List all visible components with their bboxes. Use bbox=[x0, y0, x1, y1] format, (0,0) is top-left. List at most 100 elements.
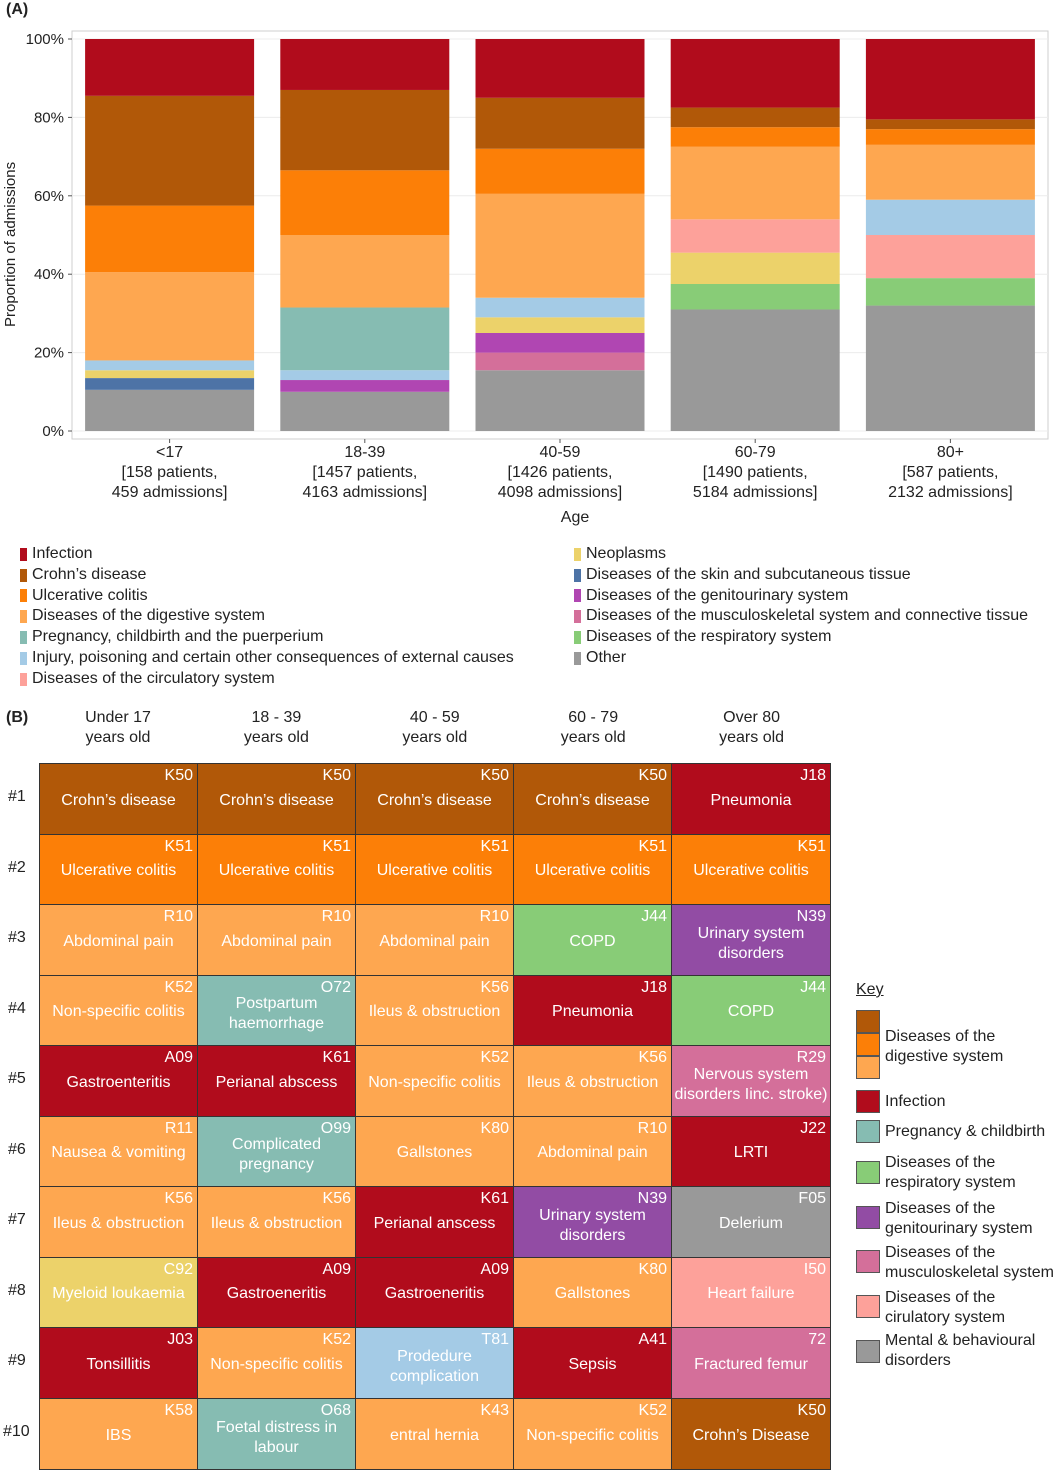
diagnosis-cell: K50 Crohn’s disease bbox=[514, 764, 672, 835]
key-label: Diseases of the genitourinary system bbox=[885, 1200, 1033, 1237]
key-label: Pregnancy & childbirth bbox=[885, 1123, 1046, 1140]
bar-segment bbox=[85, 205, 255, 273]
bar-segment bbox=[280, 39, 450, 90]
diagnosis-cell: 72 Fractured femur bbox=[672, 1328, 830, 1399]
row-rank: #10 bbox=[3, 1422, 30, 1440]
diagnosis-name: Ileus & obstruction bbox=[52, 1214, 185, 1232]
diagnosis-name: Nervous system disorders Iinc. stroke) bbox=[674, 1065, 828, 1103]
bar-segment bbox=[280, 391, 450, 431]
diagnosis-name: entral hernia bbox=[390, 1426, 479, 1444]
key-swatch bbox=[856, 1295, 880, 1318]
row-rank: #2 bbox=[8, 858, 26, 876]
diagnosis-cell: K56 Ileus & obstruction bbox=[198, 1187, 356, 1258]
key-swatch bbox=[856, 1120, 880, 1143]
diagnosis-name: Prodedure complication bbox=[390, 1347, 479, 1385]
key-label: Diseases of the digestive system bbox=[885, 1028, 1004, 1065]
diagnosis-name: Gastroeneritis bbox=[226, 1285, 327, 1303]
diagnosis-cell: K50 Crohn’s disease bbox=[198, 764, 356, 835]
legend-label: Other bbox=[586, 648, 627, 666]
bar-segment bbox=[85, 39, 255, 96]
bar-segment bbox=[865, 39, 1035, 120]
icd-code: R10 bbox=[163, 908, 193, 925]
key-label: Diseases of the cirulatory system bbox=[885, 1289, 1006, 1326]
bar-segment bbox=[280, 170, 450, 235]
bar-segment bbox=[475, 148, 645, 194]
diagnosis-cell: F05 Delerium bbox=[672, 1187, 830, 1258]
diagnosis-name: Ulcerative colitis bbox=[534, 862, 651, 880]
diagnosis-name: IBS bbox=[105, 1426, 132, 1444]
legend-item: Diseases of the genitourinary system bbox=[574, 586, 1028, 607]
bar-segment bbox=[475, 370, 645, 431]
legend-swatch bbox=[20, 672, 27, 686]
key-label: Diseases of the respiratory system bbox=[885, 1154, 1016, 1191]
diagnosis-name: Delerium bbox=[718, 1214, 783, 1232]
table-row: A09 Gastroenteritis K61 Perianal abscess K52… bbox=[40, 1046, 830, 1117]
diagnosis-cell: T81 Prodedure complication bbox=[356, 1328, 514, 1399]
icd-code: N39 bbox=[637, 1190, 667, 1207]
diagnosis-cell: A09 Gastroeneritis bbox=[356, 1257, 514, 1328]
bar-segment bbox=[865, 129, 1035, 145]
legend-label: Diseases of the circulatory system bbox=[32, 669, 275, 687]
diagnosis-cell: K51 Ulcerative colitis bbox=[356, 834, 514, 905]
row-rank: #8 bbox=[8, 1281, 26, 1299]
row-rank: #6 bbox=[8, 1140, 26, 1158]
legend-label: Injury, poisoning and certain other cons… bbox=[32, 648, 514, 666]
bar-segment bbox=[670, 39, 840, 108]
diagnosis-cell: K50 Crohn’s Disease bbox=[672, 1398, 830, 1469]
legend-item: Other bbox=[574, 648, 1028, 669]
table-row: K52 Non-specific colitis O72 Postpartum hae… bbox=[40, 975, 830, 1046]
diagnosis-cell: C92 Myeloid loukaemia bbox=[40, 1257, 198, 1328]
diagnosis-cell: J22 LRTI bbox=[672, 1116, 830, 1187]
icd-code: K51 bbox=[322, 837, 351, 855]
row-rank: #1 bbox=[8, 788, 26, 805]
legend-item: Diseases of the respiratory system bbox=[574, 627, 1028, 648]
diagnosis-name: Abdominal pain bbox=[221, 932, 332, 950]
diagnosis-name: Gallstones bbox=[396, 1144, 473, 1162]
diagnosis-cell: K80 Gallstones bbox=[514, 1257, 672, 1328]
diagnosis-cell: A09 Gastroenteritis bbox=[40, 1046, 198, 1117]
diagnosis-cell: N39 Urinary system disorders bbox=[514, 1187, 672, 1258]
stacked-bar-chart: 0% 20% 40% 60% 80% 100% bbox=[26, 30, 1049, 443]
icd-code: J18 bbox=[800, 767, 826, 784]
diagnosis-name: Abdominal pain bbox=[379, 932, 490, 950]
icd-code: K50 bbox=[480, 767, 509, 784]
x-tick-label: 60-79 [1490 patients, 5184 admissions] bbox=[692, 444, 818, 501]
diagnosis-name: Urinary system disorders bbox=[697, 924, 805, 962]
diagnosis-cell: R10 Abdominal pain bbox=[40, 905, 198, 976]
diagnosis-cell: K58 IBS bbox=[40, 1398, 198, 1469]
legend-swatch bbox=[20, 631, 27, 645]
row-rank: #9 bbox=[8, 1352, 26, 1369]
diagnosis-cell: N39 Urinary system disorders bbox=[672, 905, 830, 976]
key-swatch bbox=[856, 1090, 880, 1113]
diagnosis-cell: K51 Ulcerative colitis bbox=[40, 834, 198, 905]
legend-item: Pregnancy, childbirth and the puerperium bbox=[20, 627, 514, 648]
legend-label: Diseases of the musculoskeletal system a… bbox=[586, 607, 1028, 625]
icd-code: K56 bbox=[164, 1190, 193, 1207]
icd-code: R10 bbox=[637, 1119, 667, 1137]
column-header: 40 - 59 years old bbox=[402, 709, 468, 746]
bar-segment bbox=[475, 333, 645, 353]
icd-code: 72 bbox=[808, 1331, 826, 1348]
diagnosis-cell: K52 Non-specific colitis bbox=[356, 1046, 514, 1117]
bar-segment bbox=[85, 95, 255, 206]
legend-right-column: Neoplasms Diseases of the skin and subcut… bbox=[574, 544, 1028, 669]
bar-segment bbox=[280, 89, 450, 171]
y-tick-label: 60% bbox=[34, 188, 64, 205]
row-rank: #3 bbox=[8, 929, 26, 946]
x-axis-label: Age bbox=[560, 509, 590, 526]
key-swatch bbox=[856, 1340, 880, 1363]
icd-code: A09 bbox=[164, 1049, 193, 1066]
diagnosis-cell: O68 Foetal distress in labour bbox=[198, 1398, 356, 1469]
row-rank: #5 bbox=[8, 1070, 26, 1087]
icd-code: K56 bbox=[638, 1049, 667, 1066]
diagnosis-name: Tonsillitis bbox=[86, 1355, 151, 1373]
icd-code: K43 bbox=[480, 1401, 509, 1419]
icd-code: K61 bbox=[480, 1190, 509, 1207]
icd-code: K52 bbox=[164, 978, 193, 996]
column-header: 60 - 79 years old bbox=[560, 709, 626, 746]
y-tick-label: 40% bbox=[34, 266, 64, 283]
legend-label: Neoplasms bbox=[586, 545, 667, 562]
diagnosis-name: COPD bbox=[569, 932, 616, 950]
diagnosis-name: COPD bbox=[727, 1003, 775, 1021]
diagnosis-cell: A09 Gastroeneritis bbox=[198, 1257, 356, 1328]
